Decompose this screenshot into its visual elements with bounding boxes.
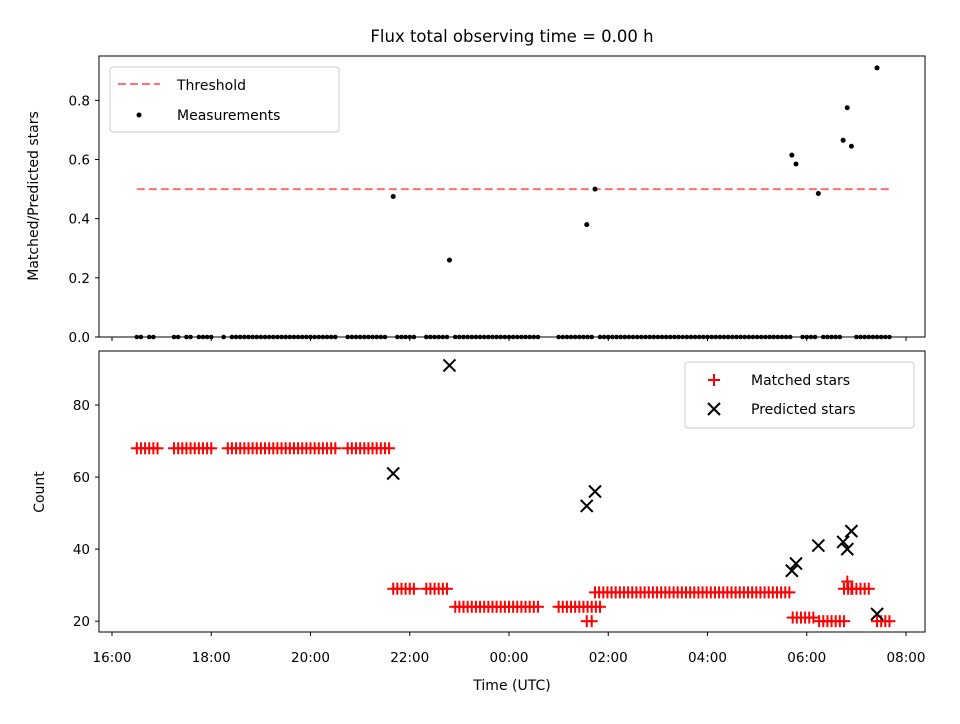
measurement-point [592, 186, 598, 192]
count-y-ticks: 20 40 60 80 [73, 398, 99, 630]
measurement-point [815, 191, 821, 197]
ratio-y-ticks: 0.0 0.2 0.4 0.6 0.8 [69, 93, 99, 346]
measurement-point [844, 105, 850, 111]
count-axes-frame [98, 350, 926, 633]
predicted-star-point [386, 466, 400, 481]
measurement-point [793, 161, 799, 167]
ratio-x-ticks [111, 337, 907, 341]
predicted-star-point [870, 607, 884, 621]
predicted-star-point [588, 484, 602, 499]
count-x-tick-label: 00:00 [490, 650, 529, 666]
matched-star-point [440, 582, 453, 595]
matched-star-point [329, 442, 342, 455]
matched-star-point [845, 582, 858, 595]
count-x-ticks: 16:00 18:00 20:00 22:00 00:00 02:00 04:00 06:00… [93, 632, 926, 666]
matched-star-point [531, 600, 544, 613]
count-x-tick-label: 20:00 [291, 650, 330, 666]
measurement-point [390, 194, 396, 199]
matched-star-point [837, 615, 850, 628]
count-y-tick-label: 20 [73, 614, 90, 630]
ratio-y-tick-label: 0.6 [69, 153, 90, 169]
matched-star-point [783, 586, 796, 599]
ratio-panel: 0.00.20.40.60.8 Matched/Predicted stars … [26, 55, 926, 346]
predicted-star-point [836, 535, 850, 549]
predicted-star-point [840, 542, 854, 556]
matched-star-point [593, 600, 606, 613]
measurement-point [848, 143, 854, 149]
ratio-y-tick-label: 0.4 [69, 212, 90, 228]
count-marks [130, 358, 896, 628]
count-panel: 20 40 60 80 16:00 18:00 20:00 22:00 00:00 02:00 0… [32, 350, 926, 694]
measurement-point [874, 65, 880, 71]
matched-star-point [383, 442, 396, 455]
count-x-tick-label: 22:00 [390, 650, 429, 666]
matched-star-point [841, 575, 854, 588]
matched-star-point [407, 582, 420, 595]
matched-star-point [151, 442, 164, 455]
count-x-tick-label: 16:00 [93, 650, 132, 666]
count-y-tick-label: 40 [73, 542, 90, 558]
count-x-tick-label: 06:00 [787, 650, 826, 666]
measurement-point [446, 257, 452, 263]
predicted-star-point [844, 524, 859, 538]
ratio-y-axis-label: Matched/Predicted stars [26, 111, 42, 281]
matched-star-point [862, 582, 875, 595]
count-legend: Matched stars Predicted stars [684, 361, 915, 429]
legend-matched-label: Matched stars [751, 373, 850, 389]
count-x-tick-label: 02:00 [589, 650, 628, 666]
legend-threshold-label: Threshold [176, 78, 246, 94]
matched-star-point [205, 442, 218, 455]
count-x-tick-label: 18:00 [192, 650, 231, 666]
predicted-star-point [580, 499, 594, 513]
ratio-axes-frame [98, 55, 926, 338]
count-x-axis-label: Time (UTC) [472, 678, 550, 694]
legend-measurements-label: Measurements [177, 108, 280, 124]
measurement-point [840, 137, 846, 143]
predicted-star-point [785, 564, 799, 578]
ratio-y-tick-label: 0.8 [69, 93, 90, 109]
count-x-tick-label: 08:00 [887, 650, 926, 666]
count-y-axis-label: Count [32, 471, 48, 513]
count-x-tick-label: 04:00 [688, 650, 727, 666]
predicted-star-point [811, 538, 826, 553]
count-y-tick-label: 60 [73, 470, 90, 486]
matched-star-point [585, 615, 598, 628]
legend-matched-swatch [708, 374, 720, 386]
matched-star-point [883, 615, 896, 628]
ratio-legend: Threshold Measurements [109, 66, 340, 133]
ratio-y-tick-label: 0.0 [69, 330, 90, 346]
ratio-y-tick-label: 0.2 [69, 271, 90, 287]
measurement-point [584, 222, 590, 228]
predicted-star-point [789, 556, 803, 571]
measurement-point [789, 152, 795, 158]
legend-measurements-swatch [136, 112, 142, 118]
legend-predicted-swatch [707, 402, 721, 416]
predicted-star-point [442, 358, 457, 373]
chart-title: Flux total observing time = 0.00 h [370, 27, 653, 46]
legend-predicted-label: Predicted stars [751, 402, 856, 418]
count-y-tick-label: 80 [73, 398, 90, 414]
